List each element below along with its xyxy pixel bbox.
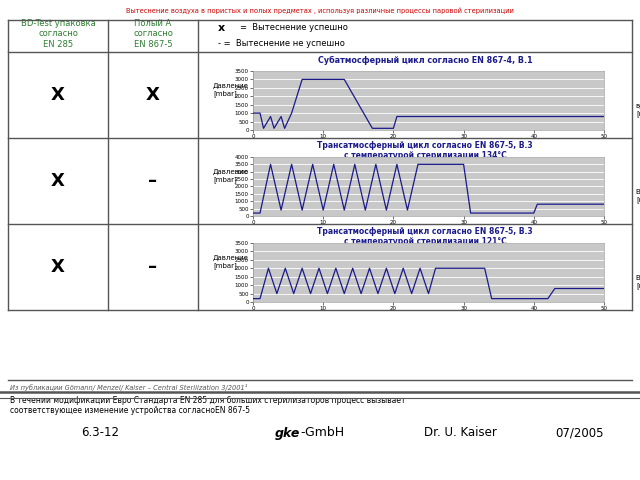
Text: Давление
[mbar]: Давление [mbar] [213, 83, 249, 97]
Text: Давление
[mbar]: Давление [mbar] [213, 169, 249, 183]
Text: В течении модификации Евро Стандарта EN 285 для больших стерилизаторов процесс в: В течении модификации Евро Стандарта EN … [10, 396, 406, 415]
Text: Время
[мин]: Время [мин] [635, 189, 640, 203]
Text: Время
[мин]: Время [мин] [635, 275, 640, 289]
Text: X: X [51, 172, 65, 190]
Text: 07/2005: 07/2005 [556, 427, 604, 440]
Text: X: X [146, 86, 160, 104]
Text: =  Вытеснение успешно: = Вытеснение успешно [240, 24, 348, 33]
Text: BD-Test упаковка
согласно
EN 285: BD-Test упаковка согласно EN 285 [20, 19, 95, 49]
Text: Dr. U. Kaiser: Dr. U. Kaiser [424, 427, 497, 440]
Text: 6.3-12: 6.3-12 [81, 427, 119, 440]
Text: X: X [51, 86, 65, 104]
Text: gke: gke [275, 427, 300, 440]
Text: Давление
[mbar]: Давление [mbar] [213, 255, 249, 269]
Text: Трансатмосферный цикл согласно EN 867-5, В.3
с температурой стерилизации 134°С: Трансатмосферный цикл согласно EN 867-5,… [317, 141, 533, 160]
Text: Трансатмосферный цикл согласно EN 867-5, В.3
с температурой стерилизации 121°С: Трансатмосферный цикл согласно EN 867-5,… [317, 227, 533, 246]
Text: Вытеснение воздуха в пористых и полых предметах , используя различные процессы п: Вытеснение воздуха в пористых и полых пр… [126, 8, 514, 14]
Text: время
[мин]: время [мин] [635, 103, 640, 117]
Text: –: – [148, 172, 157, 190]
Text: - =  Вытеснение не успешно: - = Вытеснение не успешно [218, 39, 345, 48]
Text: Полый А
согласно
EN 867-5: Полый А согласно EN 867-5 [133, 19, 173, 49]
Text: Субатмосферный цикл согласно EN 867-4, B.1: Субатмосферный цикл согласно EN 867-4, B… [317, 56, 532, 65]
Text: Из публикации Gömann/ Menzel/ Kaiser – Central Sterilization 3/2001¹: Из публикации Gömann/ Menzel/ Kaiser – C… [10, 384, 248, 391]
Text: -GmbH: -GmbH [300, 427, 344, 440]
Text: –: – [148, 258, 157, 276]
Text: x: x [218, 23, 225, 33]
Text: X: X [51, 258, 65, 276]
